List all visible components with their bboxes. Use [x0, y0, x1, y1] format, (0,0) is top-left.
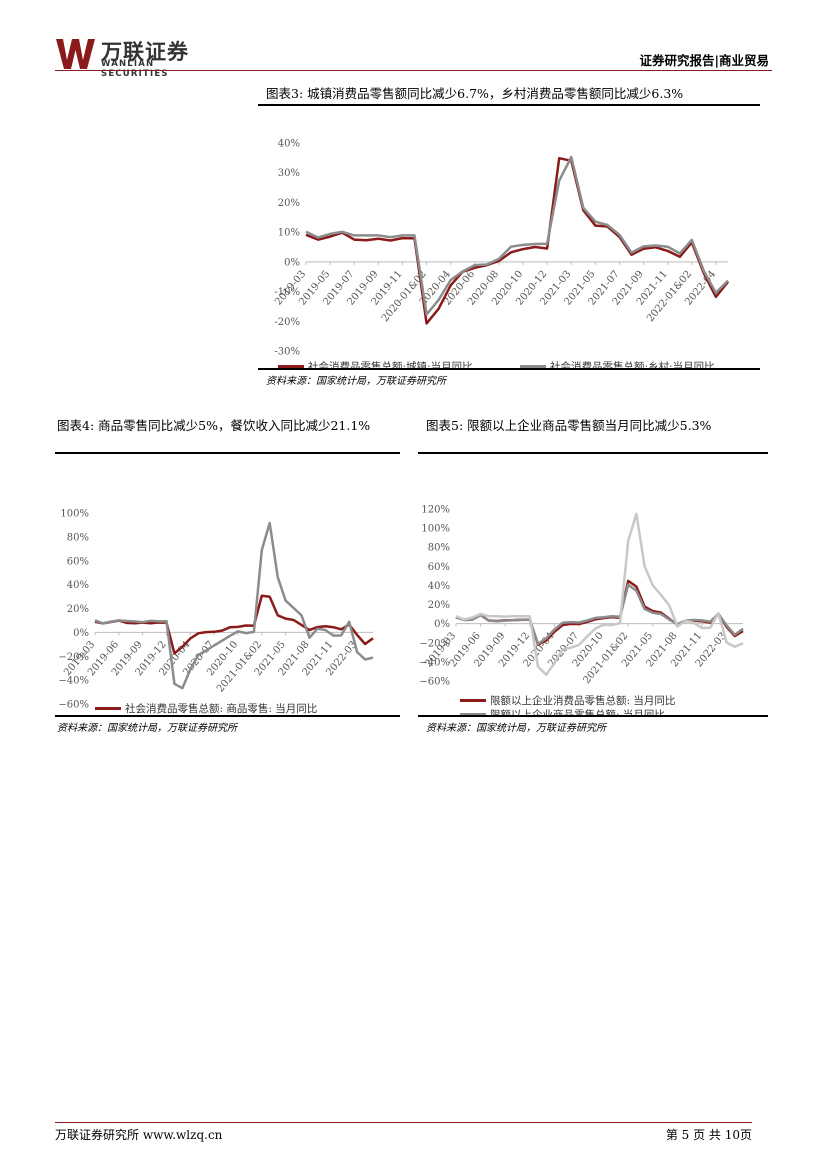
- y-tick-label: -30%: [274, 347, 300, 358]
- figure-3-source: 资料来源：国家统计局，万联证券研究所: [266, 376, 446, 387]
- page-number: 第 5 页 共 10页: [665, 1128, 752, 1142]
- y-tick-label: −20%: [58, 652, 89, 663]
- series-line-2: [94, 521, 374, 690]
- figure-4-title: 图表4: 商品零售同比减少5%，餐饮收入同比减少21.1%: [57, 418, 371, 433]
- y-tick-label: 100%: [421, 524, 450, 535]
- brand-logo: 万联证券 WANLIAN SECURITIES: [55, 38, 225, 79]
- y-tick-label: −40%: [58, 676, 89, 687]
- y-tick-label: -20%: [274, 317, 300, 328]
- y-tick-label: 80%: [67, 532, 89, 543]
- series-line-2: [455, 583, 744, 646]
- figure-5-bottom-rule: [418, 715, 768, 717]
- footer-left: 万联证券研究所 www.wlzq.cn: [55, 1128, 223, 1142]
- y-tick-label: 0%: [434, 619, 450, 630]
- figure-4-bottom-rule: [55, 715, 400, 717]
- y-tick-label: 40%: [278, 139, 300, 150]
- logo-cn: 万联证券: [101, 40, 189, 64]
- y-tick-label: 40%: [428, 581, 450, 592]
- y-tick-label: 80%: [428, 543, 450, 554]
- figure-3-top-rule: [258, 104, 760, 106]
- y-tick-label: 20%: [428, 600, 450, 611]
- figure-5-chart: −60%−40%−20%0%20%40%60%80%100%120%2019-0…: [419, 505, 744, 715]
- y-tick-label: 20%: [67, 604, 89, 615]
- figure-3-chart: -30%-20%-10%0%10%20%30%40%2019-032019-05…: [273, 139, 729, 368]
- logo-en: WANLIAN SECURITIES: [101, 59, 169, 79]
- logo-mark-icon: [56, 39, 95, 69]
- figure-5-title: 图表5: 限额以上企业商品零售额当月同比减少5.3%: [426, 418, 712, 433]
- y-tick-label: 60%: [67, 556, 89, 567]
- y-tick-label: −60%: [419, 677, 450, 688]
- figure-4-top-rule: [55, 452, 400, 454]
- y-tick-label: 10%: [278, 228, 300, 239]
- header-divider: [55, 70, 772, 71]
- report-type: 证券研究报告|商业贸易: [639, 53, 769, 68]
- figure-5-source: 资料来源：国家统计局，万联证券研究所: [426, 723, 606, 734]
- legend-label-2: 社会消费品零售总额:乡村:当月同比: [550, 360, 715, 368]
- y-tick-label: 30%: [278, 168, 300, 179]
- y-tick-label: 20%: [278, 198, 300, 209]
- y-tick-label: 0%: [73, 628, 89, 639]
- figure-4-chart: −60%−40%−20%0%20%40%60%80%100%2019-03201…: [58, 509, 374, 715]
- figure-5-top-rule: [418, 452, 768, 454]
- legend-label-1: 社会消费品零售总额: 商品零售: 当月同比: [125, 702, 317, 715]
- figure-3-bottom-rule: [258, 368, 760, 370]
- series-line-1: [305, 156, 729, 325]
- legend-label-2: 限额以上企业商品零售总额: 当月同比: [490, 708, 665, 715]
- y-tick-label: 60%: [428, 562, 450, 573]
- footer-divider: [55, 1122, 752, 1123]
- y-tick-label: −60%: [58, 700, 89, 711]
- series-line-2: [305, 155, 729, 316]
- y-tick-label: 100%: [60, 509, 89, 520]
- series-line-3: [455, 512, 744, 676]
- legend-label-1: 社会消费品零售总额:城镇:当月同比: [308, 360, 473, 368]
- legend-label-1: 限额以上企业消费品零售总额: 当月同比: [490, 694, 675, 707]
- y-tick-label: −40%: [419, 657, 450, 668]
- y-tick-label: -10%: [274, 287, 300, 298]
- figure-3: 图表3: 城镇消费品零售额同比减少6.7%，乡村消费品零售额同比减少6.3% -…: [258, 85, 760, 387]
- y-tick-label: 120%: [421, 505, 450, 516]
- figure-5: 图表5: 限额以上企业商品零售额当月同比减少5.3% −60% −40% −20% 0…: [418, 417, 768, 734]
- figure-3-title: 图表3: 城镇消费品零售额同比减少6.7%，乡村消费品零售额同比减少6.3%: [266, 86, 684, 101]
- figure-4-source: 资料来源：国家统计局，万联证券研究所: [57, 723, 237, 734]
- y-tick-label: 40%: [67, 580, 89, 591]
- y-tick-label: 0%: [284, 257, 300, 268]
- figure-4: 图表4: 商品零售同比减少5%，餐饮收入同比减少21.1% −60% −40% −2…: [55, 417, 400, 734]
- y-tick-label: −20%: [419, 638, 450, 649]
